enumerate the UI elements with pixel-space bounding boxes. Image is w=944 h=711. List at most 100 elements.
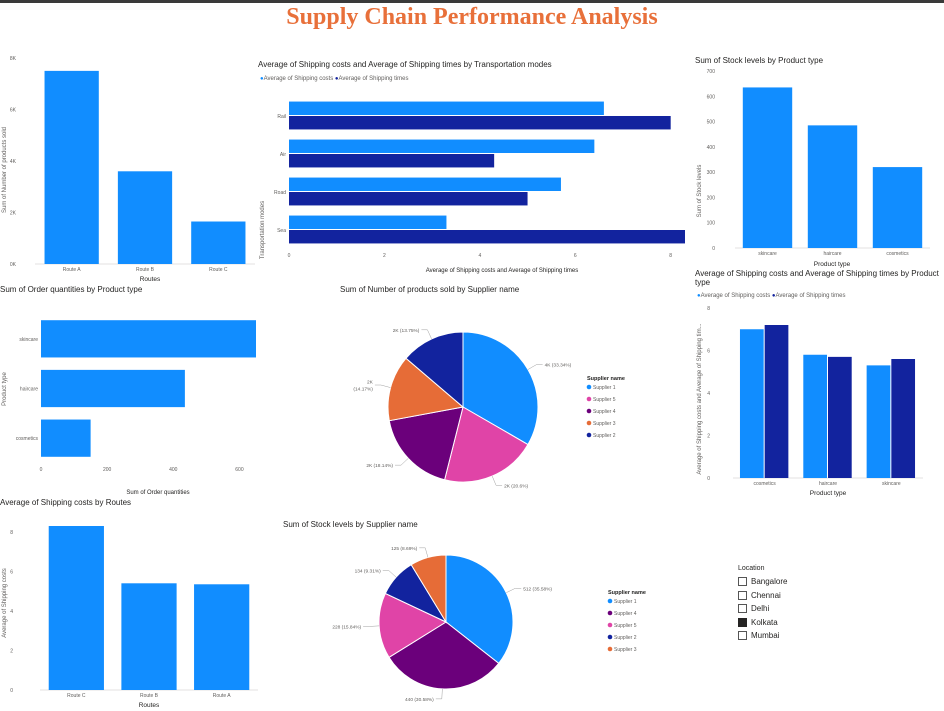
legend-dot bbox=[607, 610, 613, 616]
slicer-option-chennai[interactable]: Chennai bbox=[738, 589, 848, 603]
y-tick-label: 4 bbox=[707, 391, 710, 397]
x-tick-label: 2 bbox=[383, 253, 386, 259]
routes-products-chart[interactable]: Sum of Number of products sold Routes 0K… bbox=[0, 50, 255, 285]
stock-by-product-chart[interactable]: Sum of Stock levels by Product type Sum … bbox=[695, 56, 940, 271]
y-tick-label: 300 bbox=[707, 170, 716, 176]
bar-route-b[interactable] bbox=[117, 171, 173, 264]
x-tick-label: Route C bbox=[67, 693, 86, 699]
y-tick-label: 400 bbox=[707, 145, 716, 151]
bar-route-c[interactable] bbox=[191, 221, 246, 264]
bar-sea[interactable] bbox=[289, 215, 447, 229]
bar-haircare[interactable] bbox=[828, 356, 852, 478]
checkbox-checked-icon[interactable] bbox=[738, 617, 747, 627]
legend-dot bbox=[586, 408, 592, 414]
slicer-option-label: Kolkata bbox=[751, 617, 778, 627]
y-axis-label: Sum of Number of products sold bbox=[2, 127, 8, 213]
costs-by-routes-chart[interactable]: Average of Shipping costs by Routes Aver… bbox=[0, 498, 262, 711]
legend: ●Average of Shipping costs ●Average of S… bbox=[260, 76, 409, 82]
x-axis-label: Sum of Order quantities bbox=[126, 490, 189, 496]
bar-rail[interactable] bbox=[289, 101, 604, 115]
bar-rail[interactable] bbox=[289, 116, 671, 130]
order-qty-chart[interactable]: Sum of Order quantities by Product type … bbox=[0, 285, 262, 498]
y-tick-label: haircare bbox=[20, 387, 38, 393]
x-tick-label: 400 bbox=[169, 467, 178, 473]
page-title: Supply Chain Performance Analysis bbox=[286, 4, 658, 30]
y-tick-label: 2K bbox=[10, 211, 17, 217]
x-tick-label: 200 bbox=[103, 467, 112, 473]
bar-cosmetics[interactable] bbox=[739, 329, 764, 478]
routes-products-svg: Sum of Number of products sold Routes 0K… bbox=[2, 56, 255, 283]
bar-skincare[interactable] bbox=[866, 365, 891, 478]
x-tick-label: Route A bbox=[63, 267, 81, 273]
y-tick-label: 600 bbox=[707, 94, 716, 100]
bar-skincare[interactable] bbox=[891, 359, 916, 478]
checkbox-icon[interactable] bbox=[738, 590, 747, 600]
slicer-option-kolkata[interactable]: Kolkata bbox=[738, 616, 848, 630]
leader-line bbox=[395, 458, 409, 466]
chart-title: Average of Shipping costs and Average of… bbox=[695, 269, 939, 287]
pie-slice[interactable] bbox=[378, 592, 448, 659]
bar-air[interactable] bbox=[289, 154, 495, 168]
bar-route-c[interactable] bbox=[48, 526, 104, 690]
costs-times-by-product-chart[interactable]: Average of Shipping costs and Average of… bbox=[695, 269, 940, 499]
legend-item: Supplier 1 bbox=[614, 599, 637, 605]
bar-haircare[interactable] bbox=[807, 125, 858, 248]
chart-title: Average of Shipping costs and Average of… bbox=[258, 60, 552, 69]
x-tick-label: 0 bbox=[40, 467, 43, 473]
bar-road[interactable] bbox=[289, 192, 528, 206]
bar-route-a[interactable] bbox=[44, 70, 99, 264]
y-axis-label: Product type bbox=[2, 371, 8, 405]
bar-route-b[interactable] bbox=[121, 583, 177, 690]
bar-haircare[interactable] bbox=[803, 354, 827, 478]
legend-item: Supplier 2 bbox=[593, 433, 616, 439]
checkbox-icon[interactable] bbox=[738, 631, 747, 641]
leader-line bbox=[491, 475, 503, 486]
leader-line bbox=[363, 625, 380, 627]
legend-item: Supplier 1 bbox=[593, 385, 616, 391]
legend-item: Supplier 5 bbox=[614, 623, 637, 629]
slicer-option-mumbai[interactable]: Mumbai bbox=[738, 629, 848, 643]
checkbox-icon[interactable] bbox=[738, 577, 747, 587]
legend-item: Average of Shipping costs bbox=[263, 76, 334, 82]
x-axis-label: Routes bbox=[139, 702, 160, 709]
bar-cosmetics[interactable] bbox=[872, 167, 923, 248]
slice-label: 440 (30.58%) bbox=[405, 697, 434, 703]
y-tick-label: 6 bbox=[707, 349, 710, 355]
products-by-supplier-pie[interactable]: Sum of Number of products sold by Suppli… bbox=[340, 285, 660, 495]
bar-road[interactable] bbox=[289, 177, 561, 191]
legend-item: Supplier 2 bbox=[614, 635, 637, 641]
pie-slice[interactable] bbox=[388, 621, 500, 690]
pie-slice[interactable] bbox=[462, 331, 539, 446]
bar-cosmetics[interactable] bbox=[764, 325, 789, 478]
stock-by-supplier-pie[interactable]: Sum of Stock levels by Supplier name 512… bbox=[283, 520, 663, 711]
bar-sea[interactable] bbox=[289, 230, 685, 244]
y-axis-label: Transportation modes bbox=[260, 201, 266, 259]
y-tick-label: 6 bbox=[10, 569, 13, 575]
x-tick-label: cosmetics bbox=[886, 251, 909, 257]
pie-slice[interactable] bbox=[387, 357, 465, 422]
x-tick-label: Route B bbox=[136, 267, 155, 273]
bar-air[interactable] bbox=[289, 139, 595, 153]
leader-line bbox=[421, 329, 432, 339]
y-tick-label: 8K bbox=[10, 56, 17, 62]
slice-label: 2K (18.14%) bbox=[366, 463, 393, 469]
chart-title: Average of Shipping costs by Routes bbox=[0, 498, 132, 507]
slice-label: 2K (14.17%) bbox=[353, 380, 373, 393]
chart-title: Sum of Order quantities by Product type bbox=[0, 285, 143, 294]
y-tick-label: Sea bbox=[277, 228, 286, 234]
bar-route-a[interactable] bbox=[194, 584, 250, 690]
checkbox-icon[interactable] bbox=[738, 604, 747, 614]
transport-modes-chart[interactable]: Average of Shipping costs and Average of… bbox=[258, 60, 690, 275]
y-tick-label: 4 bbox=[10, 609, 13, 615]
bar-skincare[interactable] bbox=[41, 320, 256, 358]
legend-item: Average of Shipping costs bbox=[700, 293, 771, 299]
bar-skincare[interactable] bbox=[742, 87, 793, 248]
leader-line bbox=[374, 384, 391, 388]
leader-line bbox=[382, 570, 397, 578]
pie-slice[interactable] bbox=[405, 331, 464, 409]
slicer-option-delhi[interactable]: Delhi bbox=[738, 602, 848, 616]
bar-cosmetics[interactable] bbox=[41, 419, 91, 457]
bar-haircare[interactable] bbox=[41, 369, 185, 408]
slicer-option-bangalore[interactable]: Bangalore bbox=[738, 575, 848, 589]
x-tick-label: cosmetics bbox=[754, 481, 777, 487]
